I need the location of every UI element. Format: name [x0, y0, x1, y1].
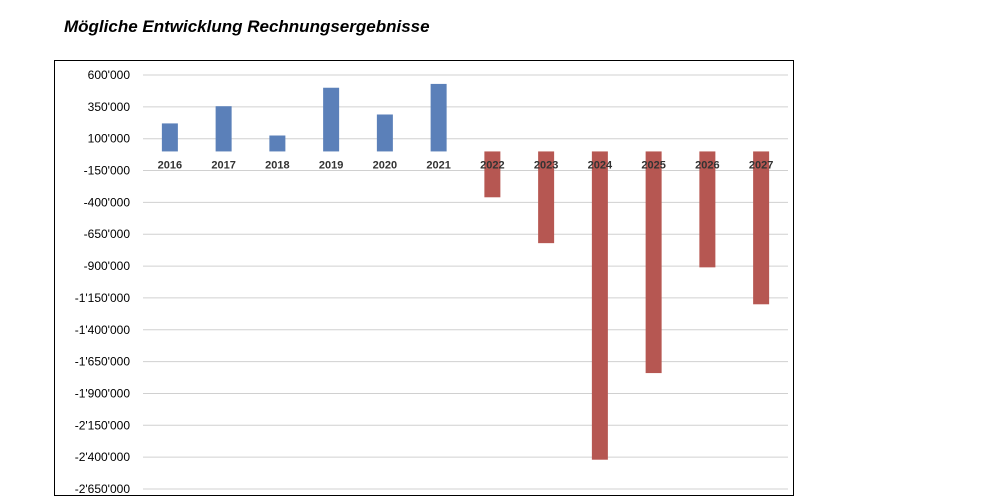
y-tick-label: -1'400'000	[75, 323, 131, 337]
bar-2016	[161, 123, 178, 152]
y-tick-label: 600'000	[88, 68, 131, 82]
bars	[161, 83, 770, 460]
x-tick-label: 2024	[588, 159, 613, 171]
x-tick-label: 2020	[373, 159, 397, 171]
y-tick-label: 100'000	[88, 132, 131, 146]
y-axis-ticks: 600'000 350'000 100'000 -150'000 -400'000 -65…	[75, 68, 131, 496]
y-tick-label: -400'000	[84, 195, 131, 209]
y-tick-label: -1'650'000	[75, 355, 131, 369]
y-tick-label: -1'150'000	[75, 291, 131, 305]
bar-2022	[484, 151, 501, 198]
bar-2019	[323, 87, 340, 152]
bar-2017	[215, 106, 232, 152]
bar-2020	[376, 114, 393, 152]
bar-2027	[753, 151, 770, 305]
x-tick-label: 2016	[158, 159, 182, 171]
y-tick-label: -2'150'000	[75, 418, 131, 432]
y-tick-label: -650'000	[84, 227, 131, 241]
y-tick-label: -1'900'000	[75, 386, 131, 400]
x-tick-label: 2025	[641, 159, 665, 171]
x-tick-label: 2022	[480, 159, 504, 171]
x-tick-label: 2027	[749, 159, 773, 171]
bar-2025	[645, 151, 662, 374]
x-tick-label: 2026	[695, 159, 719, 171]
y-tick-label: 350'000	[88, 100, 131, 114]
bar-2026	[699, 151, 716, 268]
x-tick-label: 2023	[534, 159, 558, 171]
grid-layer	[143, 74, 788, 490]
x-tick-label: 2021	[426, 159, 450, 171]
x-axis-ticks: 2016 2017 2018 2019 2020 2021 2022 2023 2024 2025…	[158, 159, 774, 171]
y-tick-label: -150'000	[84, 164, 131, 178]
x-tick-label: 2018	[265, 159, 289, 171]
bar-2023	[538, 151, 555, 244]
y-tick-label: -2'400'000	[75, 450, 131, 464]
x-tick-label: 2017	[211, 159, 235, 171]
y-tick-label: -2'650'000	[75, 482, 131, 496]
page-title: Mögliche Entwicklung Rechnungsergebnisse	[64, 17, 430, 36]
bar-2018	[269, 135, 286, 152]
bar-2024	[591, 151, 608, 460]
x-tick-label: 2019	[319, 159, 343, 171]
bar-2021	[430, 83, 447, 152]
y-tick-label: -900'000	[84, 259, 131, 273]
